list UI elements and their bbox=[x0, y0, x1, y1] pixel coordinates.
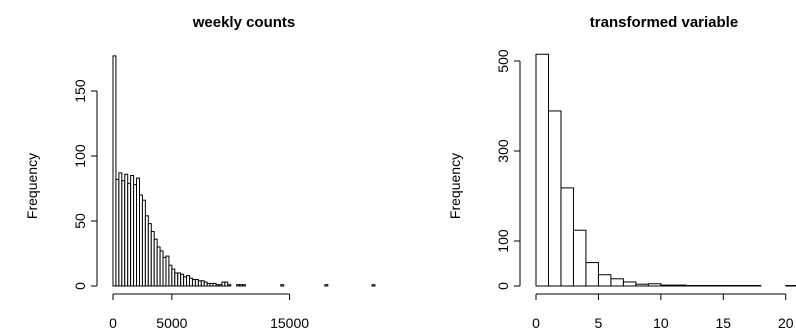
y-tick-label: 150 bbox=[72, 79, 88, 103]
axes-group: 0 5 10 15 20 0 100 300 500 bbox=[495, 49, 794, 331]
x-tick-label: 0 bbox=[532, 315, 540, 331]
y-tick-label: 0 bbox=[72, 282, 88, 290]
y-axis-label: Frequency bbox=[24, 153, 40, 219]
histogram-weekly-counts: weekly counts Frequency 0 5000 15000 0 50 100… bbox=[24, 14, 376, 331]
histogram-bar bbox=[324, 284, 329, 287]
x-tick-label: 0 bbox=[109, 315, 117, 331]
y-axis-label: Frequency bbox=[447, 153, 463, 219]
histogram-bar bbox=[224, 281, 229, 287]
histogram-bar bbox=[585, 262, 599, 287]
chart-title: transformed variable bbox=[590, 14, 738, 31]
histogram-transformed-variable: transformed variable Frequency 0 5 10 15 200… bbox=[447, 14, 796, 331]
histogram-bar bbox=[112, 55, 117, 287]
histogram-bar bbox=[535, 53, 549, 287]
x-tick-label: 5000 bbox=[156, 315, 187, 331]
histogram-bar bbox=[635, 283, 649, 287]
y-tick-label: 100 bbox=[495, 229, 511, 253]
x-tick-label: 5 bbox=[595, 315, 603, 331]
x-tick-label: 15000 bbox=[270, 315, 309, 331]
y-tick-label: 0 bbox=[495, 282, 511, 290]
y-tick-label: 100 bbox=[72, 144, 88, 168]
histogram-bar bbox=[660, 284, 674, 287]
chart-title: weekly counts bbox=[192, 14, 296, 31]
histogram-bar bbox=[242, 284, 246, 287]
y-tick-label: 500 bbox=[495, 49, 511, 73]
histogram-bar bbox=[572, 229, 587, 287]
histogram-bar bbox=[647, 283, 662, 287]
histogram-bar bbox=[622, 281, 637, 287]
histogram-bar bbox=[227, 284, 232, 287]
y-tick-label: 50 bbox=[72, 213, 88, 229]
x-tick-label: 10 bbox=[653, 315, 669, 331]
histogram-bar bbox=[280, 284, 285, 287]
x-tick-label: 15 bbox=[716, 315, 732, 331]
histogram-bar bbox=[371, 284, 376, 287]
histogram-bar bbox=[610, 278, 624, 287]
histogram-bar bbox=[597, 274, 612, 287]
axes-group: 0 5000 15000 0 50 100 150 bbox=[72, 79, 309, 331]
y-tick-label: 300 bbox=[495, 139, 511, 163]
bars-group bbox=[112, 55, 376, 287]
bars-group bbox=[535, 53, 796, 287]
x-tick-label: 20 bbox=[778, 315, 794, 331]
histogram-bar bbox=[672, 284, 687, 287]
histogram-bar bbox=[547, 110, 562, 287]
histogram-bar bbox=[560, 187, 574, 287]
